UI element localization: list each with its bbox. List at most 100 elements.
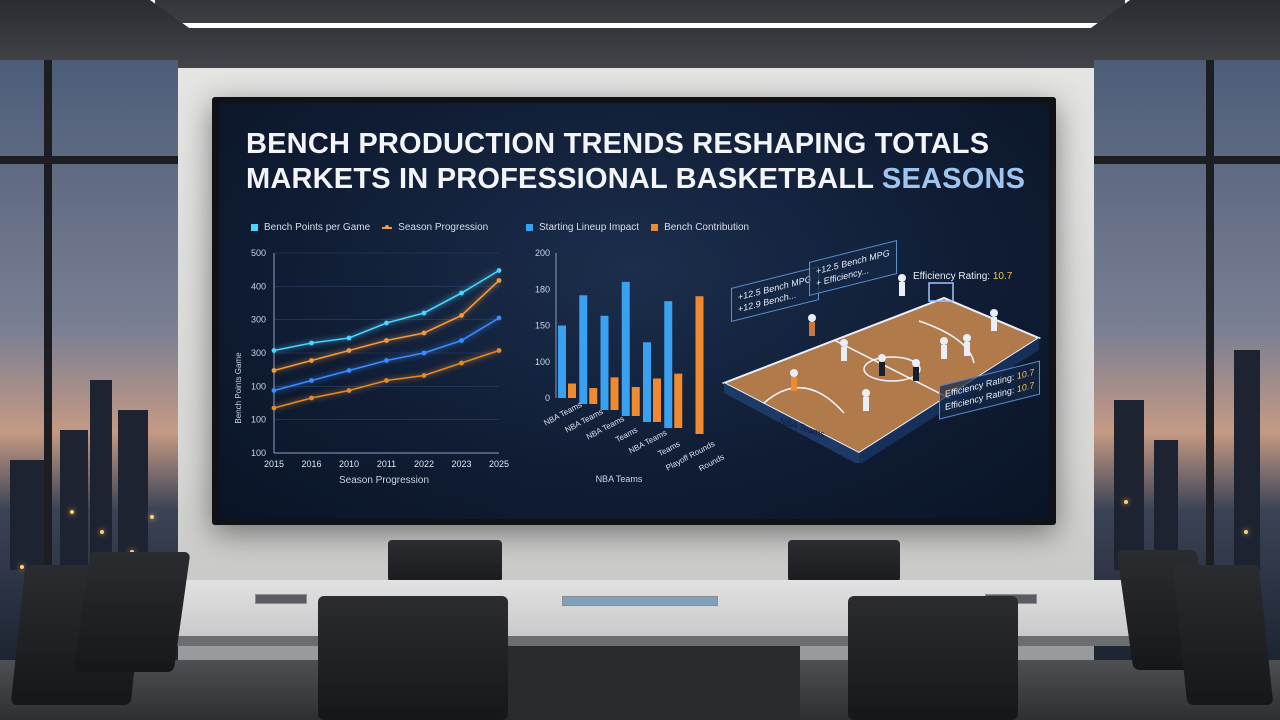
- conference-table: [112, 580, 1182, 640]
- player-icon: [912, 359, 920, 367]
- chair-side-right-2: [1172, 565, 1274, 705]
- backboard-icon: [928, 282, 954, 302]
- bar-bench-contribution: [631, 387, 640, 416]
- chair-back-right: [788, 540, 900, 582]
- line-point: [384, 358, 389, 363]
- court-three-point-arc-left: [763, 386, 845, 414]
- line-point: [459, 338, 464, 343]
- player-icon: [790, 369, 798, 377]
- bar-starting-lineup: [621, 281, 630, 416]
- line-point: [384, 378, 389, 383]
- bar-y-tick: 0: [545, 393, 550, 403]
- line-x-tick: 2011: [377, 459, 396, 469]
- line-chart-ylabel: Bench Points Game: [234, 352, 243, 424]
- line-point: [346, 388, 352, 393]
- table-base: [500, 646, 800, 720]
- line-point: [459, 360, 464, 366]
- ceiling-light: [150, 0, 1130, 28]
- player-icon: [840, 339, 848, 347]
- line-point: [271, 388, 277, 393]
- court-three-point-arc-right: [918, 320, 975, 364]
- legend-swatch-blue: [251, 224, 258, 231]
- bar-y-tick: 100: [535, 357, 550, 367]
- court-center-circle: [863, 356, 921, 382]
- line-x-tick: 2022: [414, 459, 434, 469]
- line-x-tick: 2025: [489, 459, 509, 469]
- line-point: [496, 348, 502, 353]
- line-point: [421, 330, 427, 336]
- line-point: [496, 268, 502, 273]
- line-point: [309, 340, 314, 346]
- line-point: [271, 405, 277, 411]
- line-point: [421, 373, 427, 378]
- line-chart: 500 400 300 300 100 100 100 2015 2016 2010 2011 20…: [234, 248, 509, 486]
- chair-front-right: [848, 596, 1018, 720]
- line-point: [496, 315, 502, 321]
- legend-swatch-orange-bar: [651, 224, 659, 231]
- line-x-tick: 2023: [451, 459, 471, 469]
- line-point: [309, 358, 314, 363]
- headline-line-2: MARKETS IN PROFESSIONAL BASKETBALL SEASO…: [246, 163, 1026, 195]
- bar-y-tick: 150: [535, 321, 550, 331]
- chair-back-left: [388, 540, 502, 582]
- chair-side-left-2: [73, 552, 191, 672]
- line-point: [346, 368, 352, 373]
- line-x-tick: 2010: [339, 459, 359, 469]
- line-point: [309, 378, 314, 383]
- player-icon: [808, 314, 816, 322]
- line-point: [309, 395, 314, 401]
- line-x-tick: 2015: [264, 459, 284, 469]
- line-x-tick: 2016: [301, 459, 321, 469]
- bar-x-tick: Teams: [614, 425, 639, 444]
- headline-accent: SEASONS: [881, 163, 1026, 195]
- legend-line-orange: [382, 224, 393, 229]
- player-icon: [940, 337, 948, 345]
- line-y-tick: 400: [251, 281, 266, 291]
- bar-bench-contribution: [695, 296, 704, 434]
- player-icon: [862, 389, 870, 397]
- player-figures: [790, 274, 998, 411]
- line-point: [384, 338, 389, 343]
- bar-bench-contribution: [568, 383, 576, 398]
- legend-bench-contribution: Bench Contribution: [664, 222, 750, 233]
- bar-y-tick: 180: [535, 284, 550, 294]
- headline: BENCH PRODUCTION TRENDS RESHAPING TOTALS…: [246, 127, 1036, 197]
- bar-starting-lineup: [600, 315, 609, 410]
- line-point: [384, 320, 389, 326]
- line-series-1: [273, 279, 500, 372]
- bar-bench-contribution: [674, 373, 683, 428]
- line-y-tick: 100: [251, 381, 266, 391]
- line-point: [459, 290, 464, 296]
- line-y-tick: 100: [251, 448, 266, 458]
- display-screen: BENCH PRODUCTION TRENDS RESHAPING TOTALS…: [219, 103, 1049, 519]
- player-icon: [898, 274, 906, 282]
- cable-tray-center: [562, 596, 718, 606]
- line-point: [271, 348, 277, 353]
- player-icon: [878, 354, 886, 362]
- legend-bench-points: Bench Points per Game: [264, 222, 371, 233]
- line-chart-legend: Bench Points per Game Season Progression: [251, 222, 488, 233]
- bar-starting-lineup: [558, 325, 566, 398]
- line-y-tick: 300: [251, 315, 266, 325]
- bar-chart-legend: Starting Lineup Impact Bench Contributio…: [526, 222, 749, 233]
- legend-starting-lineup: Starting Lineup Impact: [539, 222, 640, 233]
- bar-starting-lineup: [643, 342, 651, 422]
- line-point: [421, 310, 427, 316]
- cable-tray-left: [255, 594, 307, 604]
- line-point: [346, 348, 352, 353]
- line-y-tick: 300: [251, 348, 266, 358]
- bar-y-tick: 200: [535, 248, 550, 258]
- line-point: [421, 350, 427, 356]
- bar-bench-contribution: [653, 378, 661, 422]
- legend-season-progression: Season Progression: [398, 222, 489, 233]
- bar-bench-contribution: [610, 377, 619, 410]
- efficiency-rating-top: Efficiency Rating: 10.7: [913, 271, 1013, 282]
- line-point: [346, 335, 352, 341]
- line-point: [271, 368, 277, 373]
- legend-swatch-blue-bar: [526, 224, 533, 231]
- player-icon: [963, 334, 971, 342]
- line-chart-xlabel: Season Progression: [339, 475, 429, 486]
- player-icon: [990, 309, 998, 317]
